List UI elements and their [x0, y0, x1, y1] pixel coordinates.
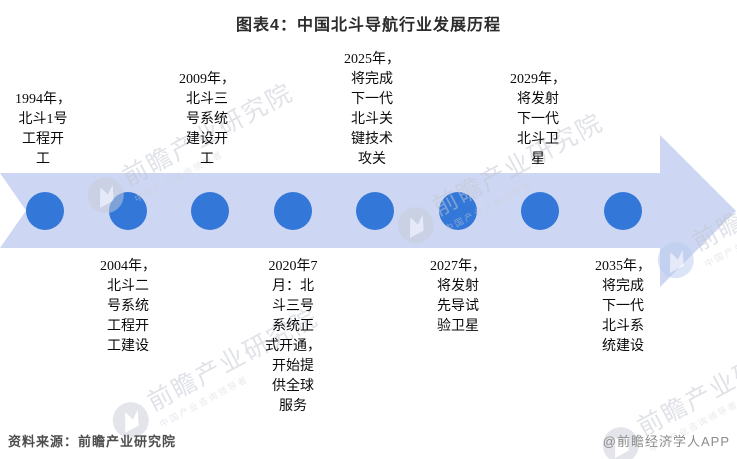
page-title: 图表4：中国北斗导航行业发展历程: [236, 17, 501, 34]
event-label-2025: 2025年， 将完成 下一代 北斗关 键技术 攻关: [344, 52, 400, 167]
timeline-arrow: [0, 135, 736, 287]
event-label-2004: 2004年， 北斗二 号系统 工程开 工建设: [100, 259, 156, 354]
timeline-node-2: [109, 192, 147, 230]
footer-credit: @前瞻经济学人APP: [602, 434, 730, 449]
timeline-node-7: [521, 192, 559, 230]
event-label-1994: 1994年， 北斗1号 工程开 工: [15, 92, 71, 167]
timeline-node-1: [26, 192, 64, 230]
timeline-node-6: [439, 192, 477, 230]
timeline-node-4: [274, 192, 312, 230]
timeline-node-3: [191, 192, 229, 230]
event-label-2027: 2027年， 将发射 先导试 验卫星: [430, 259, 486, 334]
event-label-2009: 2009年， 北斗三 号系统 建设开 工: [179, 72, 235, 167]
timeline-node-8: [604, 192, 642, 230]
event-label-2029: 2029年， 将发射 下一代 北斗卫 星: [510, 72, 566, 167]
event-label-2035: 2035年， 将完成 下一代 北斗系 统建设: [595, 259, 651, 354]
event-label-2020: 2020年7 月：北 斗三号 系统正 式开通， 开始提 供全球 服务: [265, 259, 321, 414]
footer-source: 资料来源：前瞻产业研究院: [8, 434, 177, 449]
timeline-node-5: [356, 192, 394, 230]
